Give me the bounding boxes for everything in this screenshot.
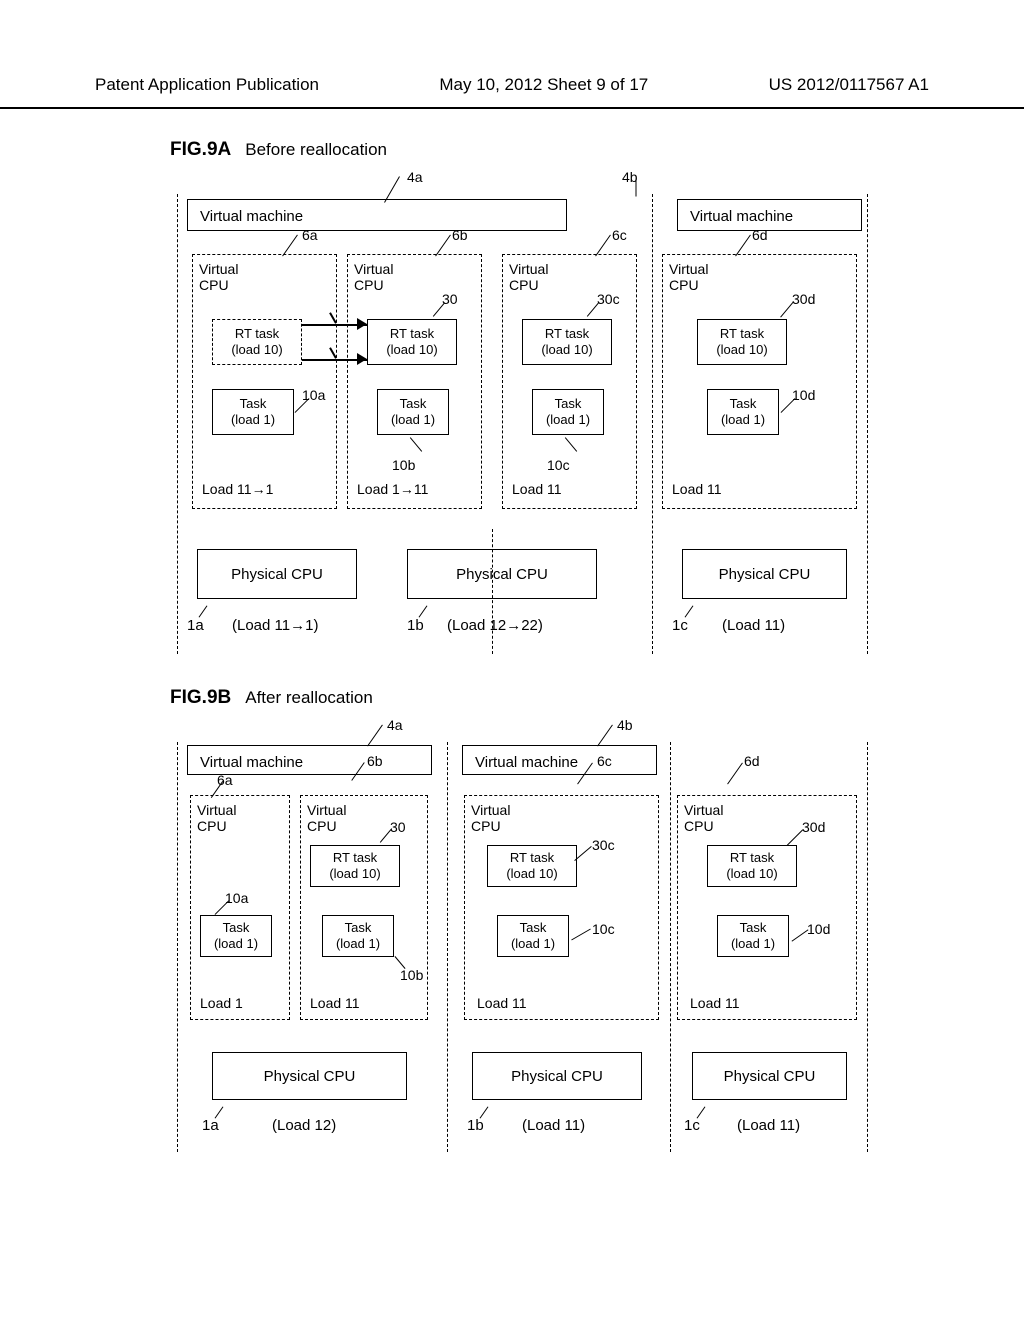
loadB: Load 1→11 (357, 481, 428, 497)
vm-4b-b: Virtual machine (462, 745, 657, 775)
ref-6d-b: 6d (744, 753, 760, 769)
ref-1b-b: 1b (467, 1117, 484, 1134)
task-6b: Task (load 1) (377, 389, 449, 435)
ref-10a-b: 10a (225, 890, 248, 906)
ref-1b: 1b (407, 617, 424, 634)
ref-6c-b: 6c (597, 753, 612, 769)
ref-1c: 1c (672, 617, 688, 634)
task-6b-b: Task (load 1) (322, 915, 394, 957)
pcpu-1a: Physical CPU (197, 549, 357, 599)
figure-a: 4a 4b Virtual machine Virtual machine 6a… (152, 169, 872, 659)
pcpu-1c: Physical CPU (682, 549, 847, 599)
ref-10b-b: 10b (400, 967, 423, 983)
rt-6d: RT task (load 10) (697, 319, 787, 365)
ref-30c-b: 30c (592, 837, 615, 853)
loadD-b: Load 11 (690, 995, 740, 1011)
ref-10d: 10d (792, 387, 815, 403)
ref-4b-b: 4b (617, 717, 633, 733)
ref-10b: 10b (392, 457, 415, 473)
vcpu-6b-b: Virtual CPU (300, 795, 428, 1020)
ref-6a: 6a (302, 227, 318, 243)
ref-30c: 30c (597, 291, 620, 307)
ref-1a-b: 1a (202, 1117, 219, 1134)
rt-6b: RT task (load 10) (367, 319, 457, 365)
fig-b-label: FIG.9BAfter reallocation (170, 687, 1024, 709)
pcpu-1b-b: Physical CPU (472, 1052, 642, 1100)
vcpu-6a-b: Virtual CPU (190, 795, 290, 1020)
task-6d-b: Task (load 1) (717, 915, 789, 957)
ref-1a: 1a (187, 617, 204, 634)
loadD: Load 11 (672, 481, 722, 497)
task-6c-b: Task (load 1) (497, 915, 569, 957)
vcpu-6d: Virtual CPU (662, 254, 857, 509)
vm-4b: Virtual machine (677, 199, 862, 231)
vcpu-6a: Virtual CPU (192, 254, 337, 509)
ref-6d: 6d (752, 227, 768, 243)
loadA-b: Load 1 (200, 995, 243, 1011)
vm-4a-b: Virtual machine (187, 745, 432, 775)
vcpu-6d-b: Virtual CPU (677, 795, 857, 1020)
figure-b: 4a 4b Virtual machine Virtual machine 6a… (152, 717, 872, 1157)
ref-4a: 4a (407, 169, 423, 185)
ref-10d-b: 10d (807, 921, 830, 937)
rt-6d-b: RT task (load 10) (707, 845, 797, 887)
ref-4a-b: 4a (387, 717, 403, 733)
pcpu-1b: Physical CPU (407, 549, 597, 599)
ref-30-b: 30 (390, 819, 406, 835)
ref-1c-b: 1c (684, 1117, 700, 1134)
loadC-b: Load 11 (477, 995, 527, 1011)
ref-6c: 6c (612, 227, 627, 243)
loadB-b: Load 11 (310, 995, 360, 1011)
vcpu-6c-b: Virtual CPU (464, 795, 659, 1020)
ref-6b: 6b (452, 227, 468, 243)
loadA: Load 11→1 (202, 481, 273, 497)
ref-10c: 10c (547, 457, 570, 473)
rt-6c-b: RT task (load 10) (487, 845, 577, 887)
ref-6b-b: 6b (367, 753, 383, 769)
task-6a-b: Task (load 1) (200, 915, 272, 957)
header-left: Patent Application Publication (95, 75, 319, 95)
page-header: Patent Application Publication May 10, 2… (0, 0, 1024, 109)
fig-a-label: FIG.9ABefore reallocation (170, 139, 1024, 161)
pcpu-1a-b: Physical CPU (212, 1052, 407, 1100)
pcpu-1c-b: Physical CPU (692, 1052, 847, 1100)
task-6c: Task (load 1) (532, 389, 604, 435)
rt-6c: RT task (load 10) (522, 319, 612, 365)
task-6d: Task (load 1) (707, 389, 779, 435)
header-mid: May 10, 2012 Sheet 9 of 17 (439, 75, 648, 95)
ref-30: 30 (442, 291, 458, 307)
rt-src-6a: RT task (load 10) (212, 319, 302, 365)
header-right: US 2012/0117567 A1 (769, 75, 929, 95)
ref-30d: 30d (792, 291, 815, 307)
task-6a: Task (load 1) (212, 389, 294, 435)
ref-10c-b: 10c (592, 921, 615, 937)
migration-arrow-head (357, 318, 367, 330)
loadC: Load 11 (512, 481, 562, 497)
ref-30d-b: 30d (802, 819, 825, 835)
vm-4a: Virtual machine (187, 199, 567, 231)
rt-6b-b: RT task (load 10) (310, 845, 400, 887)
